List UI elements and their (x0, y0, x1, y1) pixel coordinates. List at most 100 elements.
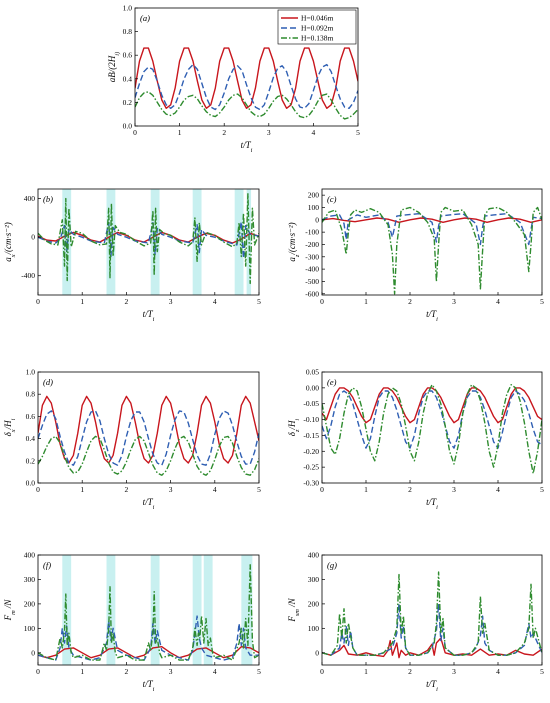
shaded-band (234, 189, 244, 295)
x-tick-label: 1 (178, 128, 182, 137)
x-tick-label: 2 (125, 297, 129, 306)
y-tick-label: -0.10 (303, 415, 319, 424)
panel-label: (d) (43, 377, 53, 387)
y-tick-label: 1.0 (123, 4, 133, 13)
y-axis-label: az/(cm·s⁻²) (287, 222, 301, 261)
x-tick-label: 0 (36, 485, 40, 494)
y-tick-label: -0.05 (303, 399, 319, 408)
x-tick-label: 5 (540, 485, 544, 494)
y-tick-label: 0.8 (123, 27, 133, 36)
panel-label: (c) (327, 194, 337, 204)
panel-e: 0 1 2 3 4 5 -0.30 -0.25 -0.20 -0.15 -0.10 -0.05 0.00… (287, 368, 544, 511)
plot-frame (37, 371, 260, 484)
y-tick-label: -200 (305, 240, 319, 249)
y-tick-label: -0.20 (303, 447, 319, 456)
x-tick-label: 1 (80, 297, 84, 306)
x-tick-label: 5 (257, 297, 261, 306)
y-tick-label: 0.8 (26, 390, 36, 399)
y-tick-label: 0.00 (306, 383, 319, 392)
shaded-band (62, 189, 72, 295)
panel-label: (f) (43, 560, 51, 570)
series-line-H2 (322, 603, 542, 656)
y-tick-label: 0 (315, 215, 319, 224)
y-tick-label: -0.15 (303, 431, 319, 440)
plot-frame (37, 188, 260, 296)
legend-label: H=0.046m (301, 14, 334, 23)
y-tick-label: 1.0 (26, 368, 36, 377)
shaded-band (241, 555, 253, 665)
x-tick-label: 1 (364, 297, 368, 306)
y-tick-label: 100 (308, 624, 320, 633)
y-tick-label: -0.25 (303, 463, 319, 472)
panel-c: 0 1 2 3 4 5 -600 -500 -400 -300 -200 -100 0 100 200 t/T… (287, 188, 544, 323)
x-tick-label: 5 (540, 667, 544, 676)
y-tick-label: 300 (24, 575, 36, 584)
x-tick-label: 0 (133, 128, 137, 137)
panel-label: (g) (327, 560, 337, 570)
plot-frame (37, 554, 260, 666)
series-line-H3 (38, 435, 259, 476)
y-tick-label: 300 (308, 575, 320, 584)
y-tick-label: 0.4 (123, 74, 133, 83)
series-line-H3 (322, 384, 542, 475)
y-tick-label: -400 (305, 265, 319, 274)
series-line-H3 (322, 571, 542, 656)
y-tick-label: 200 (24, 599, 36, 608)
y-tick-label: 200 (308, 191, 320, 200)
plot-frame (321, 554, 543, 666)
panel-d: 0 1 2 3 4 5 0.0 0.2 0.4 0.6 0.8 1.0 t/Ti δx/Hi (d) (3, 368, 261, 511)
plot-frame (321, 371, 543, 484)
x-tick-label: 3 (452, 667, 456, 676)
x-tick-label: 0 (36, 297, 40, 306)
x-tick-label: 0 (36, 667, 40, 676)
panel-label: (e) (327, 377, 337, 387)
y-tick-label: 200 (308, 599, 320, 608)
y-tick-label: 100 (308, 203, 320, 212)
series-line-H3 (38, 564, 259, 661)
y-axis-label: δz/Hi (287, 419, 301, 437)
y-tick-label: 400 (308, 551, 320, 560)
series-line-H1 (322, 387, 542, 424)
y-tick-label: 400 (24, 551, 36, 560)
y-tick-label: 0 (31, 648, 35, 657)
x-tick-label: 2 (125, 485, 129, 494)
x-tick-label: 4 (213, 297, 217, 306)
x-tick-label: 3 (169, 485, 173, 494)
x-tick-label: 1 (80, 485, 84, 494)
panel-f: 0 1 2 3 4 5 0 100 200 300 400 t/Ti Fm /N (f) (3, 551, 261, 693)
x-tick-label: 3 (169, 667, 173, 676)
x-tick-label: 4 (312, 128, 316, 137)
y-tick-label: 0 (315, 648, 319, 657)
series-line-H1 (38, 395, 259, 464)
y-axis-label: Fsm /N (287, 597, 301, 622)
x-axis-label: t/Ti (143, 679, 155, 693)
legend-label: H=0.138m (301, 34, 334, 43)
y-tick-label: -600 (305, 289, 319, 298)
x-tick-label: 3 (169, 297, 173, 306)
shaded-band (192, 555, 202, 665)
series-line-H1 (322, 217, 542, 223)
x-tick-label: 3 (452, 297, 456, 306)
x-tick-label: 3 (267, 128, 271, 137)
shaded-band (62, 555, 72, 665)
x-tick-label: 4 (213, 485, 217, 494)
x-tick-label: 5 (356, 128, 360, 137)
x-axis-label: t/Ti (426, 497, 438, 511)
y-tick-label: 0.0 (123, 122, 133, 131)
series-line-H2 (38, 410, 259, 466)
y-tick-label: -0.30 (303, 479, 319, 488)
series-line-H2 (135, 63, 358, 111)
plot-frame (321, 188, 543, 296)
y-axis-label: ax/(cm·s⁻²) (3, 222, 17, 262)
panel-label: (b) (43, 194, 53, 204)
x-tick-label: 1 (364, 667, 368, 676)
x-tick-label: 2 (408, 485, 412, 494)
panel-g: 0 1 2 3 4 5 0 100 200 300 400 t/Ti Fsm /N (g) (287, 551, 544, 693)
series-line-H3 (135, 91, 358, 120)
x-tick-label: 4 (213, 667, 217, 676)
x-tick-label: 0 (320, 297, 324, 306)
shaded-band (150, 189, 160, 295)
x-tick-label: 4 (496, 485, 500, 494)
